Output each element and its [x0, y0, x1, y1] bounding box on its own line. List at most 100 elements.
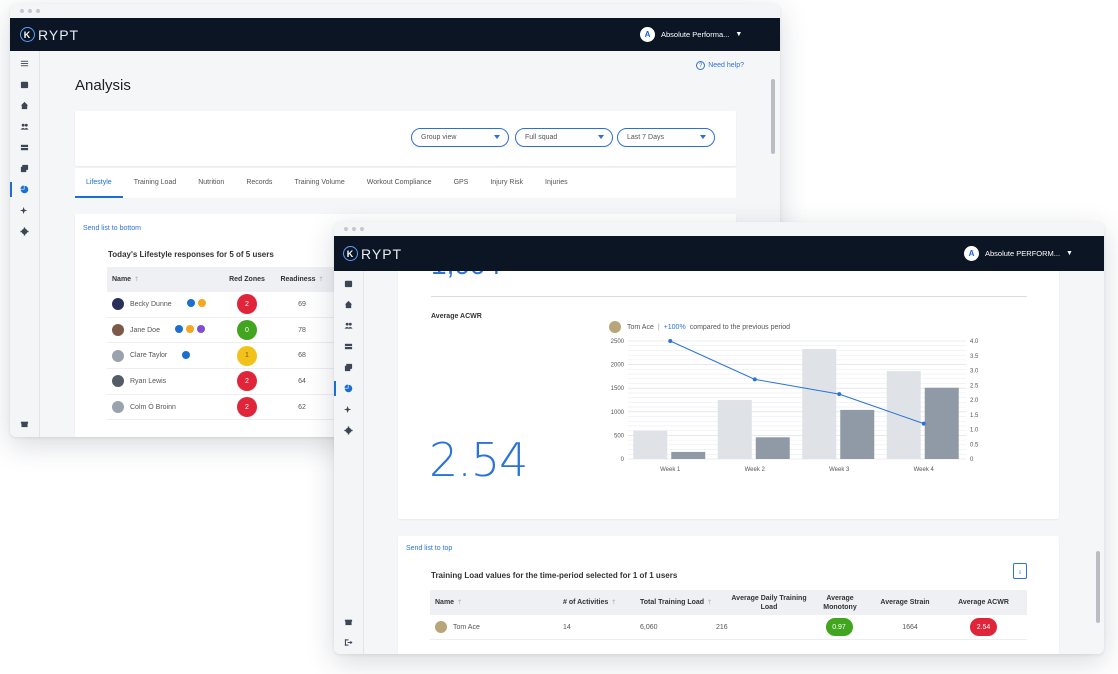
tab-training-volume[interactable]: Training Volume — [294, 179, 345, 186]
org-name: Absolute PERFORM... — [985, 249, 1061, 258]
divider — [431, 296, 1027, 297]
squad-select[interactable]: Full squad — [515, 128, 613, 147]
comparison-line: Tom Ace | +100% compared to the previous… — [609, 321, 790, 333]
org-switcher[interactable]: A Absolute Performa... ▼ — [640, 27, 742, 42]
group-view-select[interactable]: Group view — [411, 128, 509, 147]
y-tick-label: 1500 — [611, 386, 625, 392]
page-title: Analysis — [75, 77, 131, 94]
tab-lifestyle[interactable]: Lifestyle — [75, 168, 123, 198]
col-acwr[interactable]: Average ACWR — [958, 599, 1009, 606]
users-icon[interactable] — [10, 116, 40, 137]
brand-logo[interactable]: K RYPT — [343, 246, 402, 262]
sparkle-icon[interactable] — [10, 200, 40, 221]
tab-injury-risk[interactable]: Injury Risk — [490, 179, 524, 186]
analysis-pie-icon[interactable] — [334, 378, 364, 399]
home-icon[interactable] — [10, 95, 40, 116]
analysis-pie-icon[interactable] — [10, 179, 40, 200]
library-icon[interactable] — [10, 158, 40, 179]
section-title: Today's Lifestyle responses for 5 of 5 u… — [108, 250, 274, 259]
sidebar — [10, 51, 40, 437]
user-name: Colm Ó Broinn — [130, 403, 176, 411]
col-red-zones[interactable]: Red Zones — [229, 276, 265, 283]
col-name[interactable]: Name ⇡ — [435, 599, 463, 606]
send-list-bottom-link[interactable]: Send list to bottom — [83, 225, 141, 232]
section-title: Training Load values for the time-period… — [431, 571, 678, 580]
metric-value: 2.54 — [429, 433, 528, 487]
sidebar — [334, 271, 364, 654]
acwr-point — [921, 421, 926, 426]
table-row[interactable]: Jane Doe 0 78 — [107, 318, 337, 344]
export-icon[interactable]: ⇩ — [1013, 563, 1027, 579]
users-icon[interactable] — [334, 315, 364, 336]
col-monotony[interactable]: Average Monotony — [823, 594, 857, 611]
period-select[interactable]: Last 7 Days — [617, 128, 715, 147]
avatar — [112, 298, 124, 311]
x-tick-label: Week 1 — [660, 467, 681, 473]
col-strain[interactable]: Average Strain — [880, 599, 930, 606]
logo-icon: K — [343, 246, 358, 261]
home-icon[interactable] — [334, 294, 364, 315]
col-readiness[interactable]: Readiness ⇡ — [280, 276, 324, 283]
menu-icon[interactable] — [10, 53, 40, 74]
monotony-badge: 0.97 — [825, 618, 853, 636]
tab-training-load[interactable]: Training Load — [133, 179, 177, 186]
y2-tick-label: 2.0 — [970, 398, 979, 404]
settings-gear-icon[interactable] — [334, 420, 364, 441]
col-name[interactable]: Name ⇡ — [112, 276, 140, 283]
status-dot-icon — [185, 325, 194, 334]
bar — [886, 371, 921, 459]
y-tick-label: 2500 — [611, 339, 625, 345]
readiness-value: 69 — [298, 300, 306, 308]
tab-gps[interactable]: GPS — [453, 179, 469, 186]
org-avatar: A — [964, 246, 979, 261]
y2-tick-label: 0.5 — [970, 442, 979, 448]
table-row[interactable]: Becky Dunne 2 69 — [107, 292, 337, 318]
y-tick-label: 500 — [614, 433, 625, 439]
acwr-line — [670, 340, 924, 425]
scrollbar[interactable] — [771, 79, 775, 154]
col-activities[interactable]: # of Activities ⇡ — [563, 599, 617, 606]
table-row[interactable]: Clare Taylor 1 68 — [107, 343, 337, 370]
need-help-link[interactable]: ? Need help? — [696, 61, 744, 70]
library-icon[interactable] — [334, 357, 364, 378]
org-name: Absolute Performa... — [661, 30, 730, 39]
logout-icon[interactable] — [334, 632, 364, 653]
sparkle-icon[interactable] — [334, 399, 364, 420]
brand-logo[interactable]: K RYPT — [20, 27, 79, 43]
y-tick-label: 0 — [621, 457, 625, 463]
y2-tick-label: 3.5 — [970, 354, 979, 360]
scrollbar[interactable] — [1096, 551, 1100, 623]
calendar-icon[interactable] — [10, 74, 40, 95]
table-row[interactable]: Ryan Lewis 2 64 — [107, 369, 337, 395]
readiness-value: 62 — [298, 403, 306, 411]
chevron-down-icon — [598, 135, 604, 139]
programs-icon[interactable] — [10, 137, 40, 158]
col-avg-daily[interactable]: Average Daily Training Load — [731, 594, 807, 611]
table-row[interactable]: Tom Ace 14 6,060 216 0.97 1664 2.54 — [430, 615, 1027, 640]
calendar-icon[interactable] — [334, 273, 364, 294]
org-switcher[interactable]: A Absolute PERFORM... ▼ — [964, 246, 1073, 261]
settings-gear-icon[interactable] — [10, 221, 40, 242]
col-total-load[interactable]: Total Training Load ⇡ — [640, 599, 713, 606]
y2-tick-label: 2.5 — [970, 383, 979, 389]
gift-icon[interactable] — [334, 611, 364, 632]
tab-records[interactable]: Records — [246, 179, 273, 186]
table-row[interactable]: Colm Ó Broinn 2 62 — [107, 395, 337, 421]
programs-icon[interactable] — [334, 336, 364, 357]
bar — [717, 400, 752, 459]
red-zones-badge: 1 — [237, 345, 257, 366]
tab-injuries[interactable]: Injuries — [545, 179, 568, 186]
metric-label: Average ACWR — [431, 313, 482, 320]
brand-name: RYPT — [361, 245, 403, 262]
red-zones-badge: 2 — [237, 397, 257, 418]
gift-icon[interactable] — [10, 413, 40, 434]
acwr-badge: 2.54 — [970, 618, 997, 636]
tab-workout-compliance[interactable]: Workout Compliance — [366, 179, 432, 186]
status-dot-icon — [186, 299, 195, 308]
user-name: Clare Taylor — [130, 352, 168, 360]
tab-nutrition[interactable]: Nutrition — [198, 179, 225, 186]
red-zones-badge: 2 — [237, 371, 257, 392]
send-list-top-link[interactable]: Send list to top — [406, 545, 453, 552]
table-header: Name ⇡ Red Zones Readiness ⇡ — [107, 267, 337, 292]
acwr-card: 1,004 Average ACWR 2.54 Tom Ace | +100% … — [398, 271, 1059, 519]
